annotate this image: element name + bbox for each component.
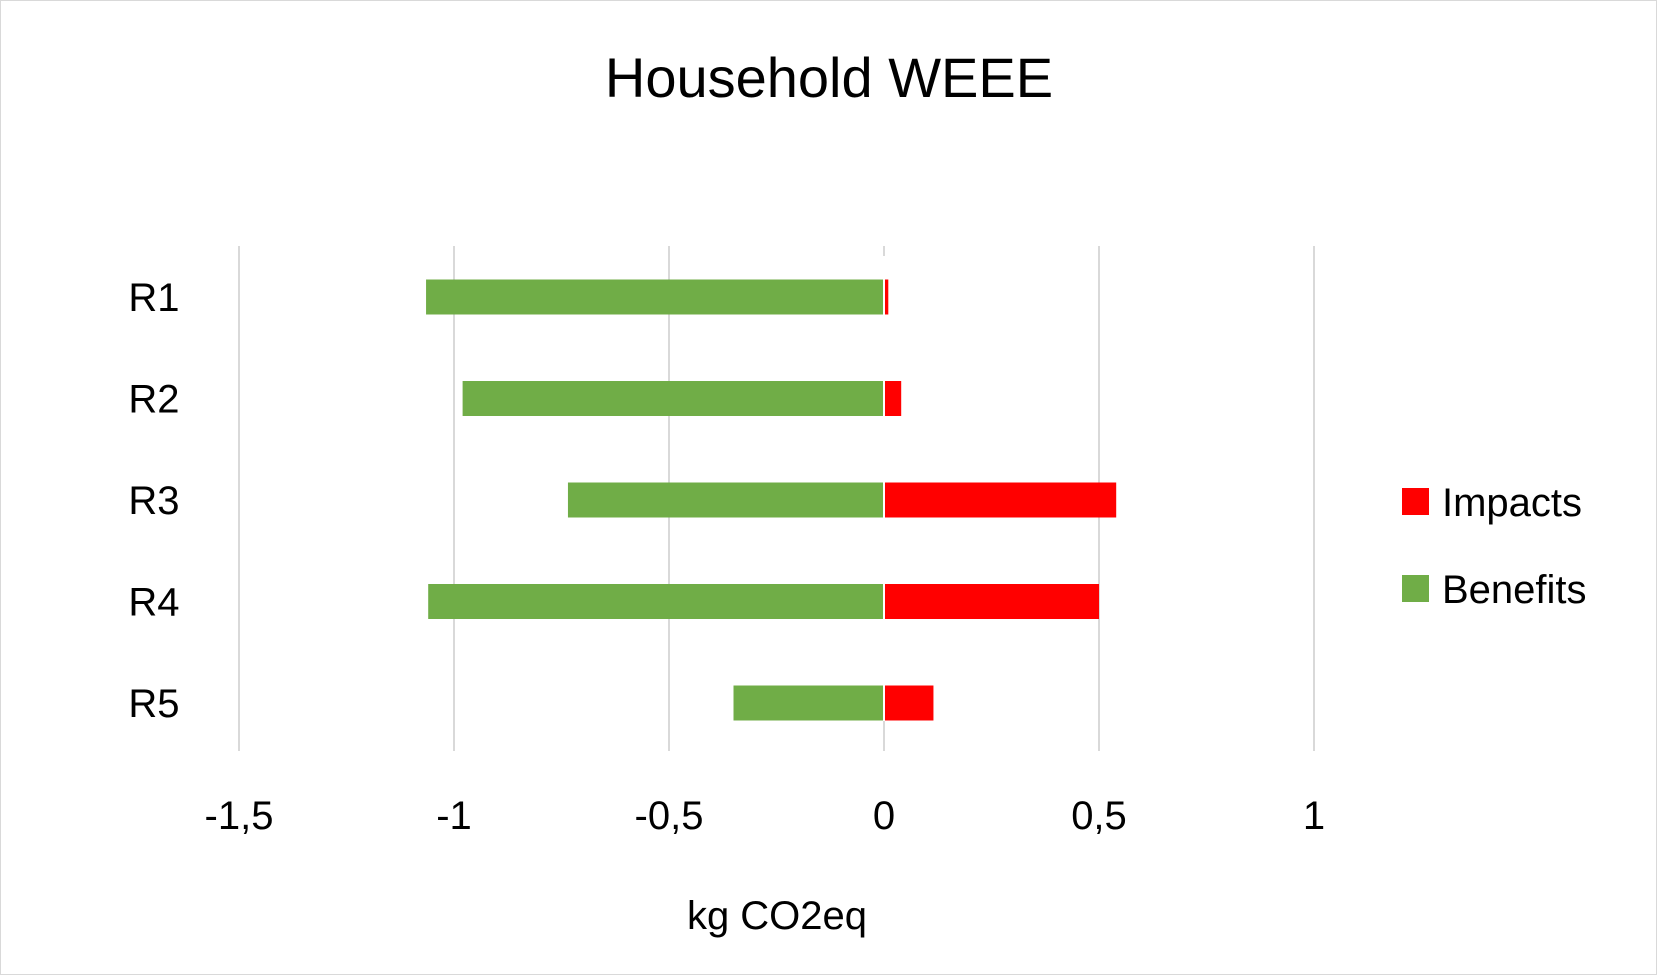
chart-title: Household WEEE (605, 46, 1053, 109)
x-tick-label: 1 (1303, 794, 1325, 838)
x-axis-title: kg CO2eq (687, 894, 867, 938)
bar-impacts-r2 (884, 381, 902, 416)
category-label: R2 (128, 378, 179, 422)
x-tick-label: -1,5 (205, 794, 274, 838)
x-tick-label: -0,5 (635, 794, 704, 838)
bar-impacts-r1 (884, 279, 889, 315)
bar-benefits-r1 (426, 279, 884, 315)
bar-impacts-r5 (884, 685, 934, 721)
category-label: R3 (128, 479, 179, 523)
bar-benefits-r3 (567, 482, 884, 518)
bar-impacts-r3 (884, 482, 1117, 518)
bar-impacts-r4 (884, 584, 1099, 619)
x-tick-labels: -1,5 -1 -0,5 0 0,5 1 (205, 794, 1326, 838)
legend: Impacts Benefits (1402, 481, 1587, 612)
legend-label-benefits: Benefits (1442, 568, 1587, 612)
bar-benefits-r2 (462, 381, 884, 416)
legend-swatch-impacts (1402, 488, 1429, 515)
bar-benefits-r4 (428, 584, 884, 619)
x-tick-label: 0,5 (1071, 794, 1127, 838)
category-label: R5 (128, 682, 179, 726)
bars (426, 256, 1117, 721)
x-tick-label: 0 (873, 794, 895, 838)
x-tick-label: -1 (436, 794, 472, 838)
legend-label-impacts: Impacts (1442, 481, 1582, 525)
category-label: R1 (128, 276, 179, 320)
category-labels: R1 R2 R3 R4 R5 (128, 276, 179, 726)
bar-benefits-r5 (733, 685, 884, 721)
category-label: R4 (128, 581, 179, 625)
legend-swatch-benefits (1402, 575, 1429, 602)
